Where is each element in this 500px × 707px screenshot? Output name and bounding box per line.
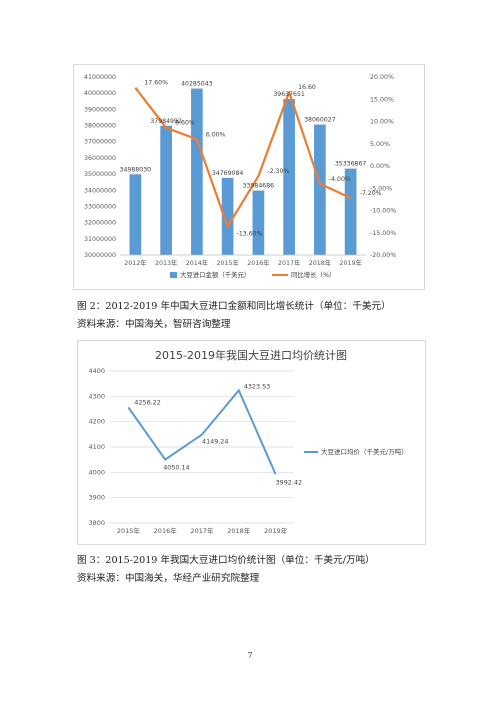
y-right-tick-label: 10.00% — [370, 119, 394, 126]
x-tick-label: 2016年 — [247, 258, 269, 267]
bar-data-label: 34988030 — [120, 166, 152, 173]
chart-title: 2015-2019年我国大豆进口均价统计图 — [155, 348, 347, 362]
figure-2-caption: 图 2：2012-2019 年中国大豆进口金额和同比增长统计（单位：千美元） — [77, 301, 391, 312]
y-right-tick-label: 5.00% — [370, 141, 390, 148]
chart-import-value-svg: 30000000 31000000 32000000 33000000 34000000… — [84, 74, 396, 279]
bar-import-value — [191, 88, 203, 255]
y-left-tick-label: 34000000 — [84, 187, 116, 194]
line-data-label: -4.00% — [329, 176, 351, 183]
page-number: 7 — [247, 651, 253, 660]
y-left-tick-label: 40000000 — [84, 90, 116, 97]
x-tick-label: 2015年 — [117, 526, 141, 535]
data-label: 4050.14 — [163, 464, 189, 472]
y-right-tick-label: 15.00% — [370, 96, 394, 103]
y-left-tick-label: 41000000 — [84, 74, 116, 81]
line-data-label: 8.60% — [175, 120, 195, 127]
line-data-label: 6.00% — [206, 131, 226, 138]
bar-import-value — [160, 125, 172, 255]
y-left-tick-label: 30000000 — [84, 252, 116, 259]
data-label: 4323.53 — [244, 382, 270, 390]
data-label: 4149.24 — [202, 438, 228, 446]
y-left-tick-label: 31000000 — [84, 236, 116, 243]
series-line-avg-price — [127, 388, 277, 475]
y-left-tick-label: 38000000 — [84, 123, 116, 130]
data-label: 3992.42 — [276, 478, 302, 486]
x-tick-label: 2019年 — [339, 258, 361, 267]
x-tick-label: 2018年 — [309, 258, 331, 267]
series-line-growth — [134, 87, 352, 228]
y-right-tick-label: -10.00% — [370, 208, 396, 215]
y-tick-label: 4400 — [88, 367, 105, 375]
y-left-tick-label: 33000000 — [84, 203, 116, 210]
y-tick-label: 4000 — [88, 468, 105, 476]
x-tick-label: 2015年 — [216, 258, 238, 267]
chart-average-price: 2015-2019年我国大豆进口均价统计图 3800 3900 4000 4100 420… — [77, 340, 426, 545]
y-tick-label: 4200 — [88, 418, 105, 426]
line-data-label: -7.20% — [360, 190, 382, 197]
x-tick-label: 2019年 — [264, 526, 288, 535]
bar-data-label: 34769084 — [212, 170, 244, 177]
x-tick-label: 2012年 — [124, 258, 146, 267]
bar-data-label: 35336867 — [335, 161, 367, 168]
bar-import-value — [252, 190, 265, 255]
x-tick-label: 2016年 — [154, 526, 178, 535]
bar-data-label: 38060027 — [304, 117, 336, 124]
legend-label-bar: 大豆进口金额（千美元） — [180, 270, 250, 279]
bar-import-value — [129, 174, 142, 255]
y-left-tick-label: 36000000 — [84, 155, 116, 162]
y-left-tick-label: 32000000 — [84, 220, 116, 227]
y-right-tick-label: 20.00% — [370, 74, 394, 81]
bar-import-value — [344, 168, 357, 255]
bar-data-label: 40285043 — [181, 81, 213, 88]
y-tick-label: 3900 — [88, 494, 105, 502]
legend-label-line: 同比增长（%） — [291, 270, 335, 279]
line-data-label: -13.60% — [237, 231, 263, 238]
line-data-label: 16.60 — [298, 84, 316, 91]
x-tick-label: 2017年 — [278, 258, 300, 267]
y-right-tick-label: 0.00% — [370, 163, 390, 170]
y-left-tick-label: 35000000 — [84, 171, 116, 178]
x-tick-label: 2018年 — [227, 526, 251, 535]
x-tick-label: 2014年 — [186, 258, 208, 267]
figure-3-source: 资料来源：中国海关，华经产业研究院整理 — [77, 573, 260, 584]
x-tick-label: 2013年 — [155, 258, 177, 267]
y-right-tick-label: -5.00% — [370, 185, 392, 192]
y-right-tick-label: -20.00% — [370, 252, 396, 259]
bar-import-value — [283, 99, 295, 255]
chart-import-value: 30000000 31000000 32000000 33000000 34000000… — [73, 64, 425, 290]
legend-swatch-bar — [170, 272, 177, 278]
chart-average-price-svg: 2015-2019年我国大豆进口均价统计图 3800 3900 4000 4100 420… — [88, 348, 408, 535]
figure-3-caption: 图 3：2015-2019 年我国大豆进口均价统计图（单位：千美元/万吨） — [77, 555, 375, 566]
figure-2-source: 资料来源：中国海关，智研咨询整理 — [77, 319, 231, 330]
legend-label: 大豆进口均价（千美元/万吨） — [321, 447, 408, 456]
y-left-tick-label: 39000000 — [84, 106, 116, 113]
y-right-tick-label: -15.00% — [370, 230, 396, 237]
y-tick-label: 4100 — [88, 443, 105, 451]
bar-import-value — [221, 177, 234, 255]
line-data-label: -2.30% — [267, 168, 289, 175]
y-left-tick-label: 37000000 — [84, 139, 116, 146]
data-label: 4256.22 — [134, 398, 160, 406]
bar-data-label: 37984992 — [150, 118, 182, 125]
line-data-label: 17.60% — [144, 80, 168, 87]
y-tick-label: 3800 — [88, 519, 105, 527]
bar-data-label: 33984686 — [243, 183, 275, 190]
y-tick-label: 4300 — [88, 392, 105, 400]
x-tick-label: 2017年 — [190, 526, 214, 535]
bar-data-label: 39637651 — [273, 91, 305, 98]
bar-import-value — [314, 124, 326, 255]
